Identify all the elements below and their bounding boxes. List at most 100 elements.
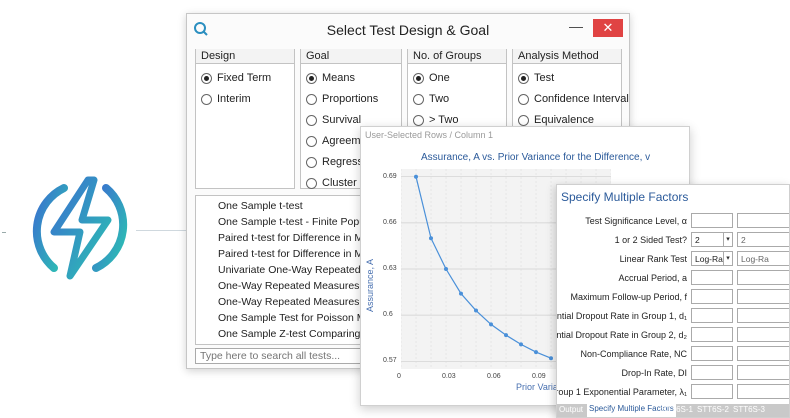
data-point [504,333,508,338]
factor-value-input[interactable] [691,308,733,323]
factor-row: Non-Compliance Rate, NC [557,346,789,364]
connector-line [136,230,188,231]
radio-button[interactable] [413,93,424,105]
data-point [444,267,448,271]
radio-button[interactable] [306,135,317,147]
test-list[interactable]: One Sample t-test One Sample t-test - Fin… [195,195,371,345]
analysis-option[interactable]: Confidence Interval [518,93,629,105]
factor-label: Exponential Dropout Rate in Group 1, d₁ [556,311,687,321]
factor-row: Drop-In Rate, DI [557,365,789,383]
factor-value-input-2[interactable]: Log-Ra [737,251,789,266]
factor-value-input-2[interactable] [737,327,789,342]
factor-value-input-2[interactable] [737,384,789,399]
test-list-item[interactable]: Paired t-test for Difference in Means [218,232,371,244]
test-list-item[interactable]: One Sample t-test - Finite Populatio [218,216,371,228]
design-option[interactable]: Fixed Term [201,72,271,84]
radio-button[interactable] [306,93,317,105]
y-tick-label: 0.57 [383,357,397,365]
specify-multiple-factors-panel: Specify Multiple Factors Test Significan… [556,184,790,418]
factor-row: Accrual Period, a [557,270,789,288]
factor-value-input-2[interactable] [737,213,789,228]
factor-row: Maximum Follow-up Period, f [557,289,789,307]
x-tick-label: 0.06 [487,373,501,380]
chart-title: Assurance, A vs. Prior Variance for the … [421,152,651,163]
factor-value-input[interactable] [691,289,733,304]
app-search-icon [194,22,208,36]
close-button[interactable]: ✕ [593,19,623,37]
groups-option[interactable]: One [413,72,450,84]
radio-button[interactable] [306,114,317,126]
goal-option[interactable]: Means [306,72,355,84]
chevron-down-icon[interactable]: ▾ [723,251,733,266]
factor-value-input-2[interactable] [737,289,789,304]
factor-value-input-2[interactable] [737,270,789,285]
radio-button[interactable] [518,114,529,126]
factor-label: Linear Rank Test [619,254,687,264]
goal-option[interactable]: Proportions [306,93,378,105]
option-label: Proportions [322,93,379,105]
factor-value-input-2[interactable] [737,365,789,380]
radio-button[interactable] [413,72,424,84]
factor-value-input[interactable]: Log-Ran [691,251,733,266]
series-line [415,176,552,359]
x-tick-label: 0.09 [532,373,546,380]
groups-option[interactable]: Two [413,93,449,105]
test-list-item[interactable]: Paired t-test for Difference in Means [218,248,371,260]
option-label: Fixed Term [217,72,272,84]
factor-value-input[interactable] [691,384,733,399]
goal-title: Goal [301,49,401,64]
factor-value-input-2[interactable] [737,308,789,323]
factor-value-input[interactable] [691,365,733,380]
option-label: Equivalence [534,114,594,126]
factor-row: Exponential Dropout Rate in Group 2, d₂ [557,327,789,345]
factor-label: 1 or 2 Sided Test? [614,235,687,245]
factor-value-input-2[interactable] [737,346,789,361]
factor-value-input[interactable] [691,213,733,228]
test-list-item[interactable]: One Sample Test for Poisson Mean F [218,312,370,324]
radio-button[interactable] [201,93,212,105]
chevron-down-icon[interactable]: ▾ [723,232,733,247]
radio-button[interactable] [518,72,529,84]
test-list-item[interactable]: One-Way Repeated Measures ANOV [218,296,370,308]
factor-label: Group 1 Exponential Parameter, λ₁ [556,387,687,397]
option-label: One [429,72,450,84]
factor-value-input[interactable] [691,327,733,342]
tab-item[interactable]: Output [559,405,584,414]
factor-label: Drop-In Rate, DI [621,368,687,378]
tab-item[interactable]: STT6S-2 [697,405,730,414]
search-input[interactable] [195,348,371,364]
minimize-button[interactable]: — [569,18,583,34]
analysis-option[interactable]: Test [518,72,554,84]
data-point [549,356,553,361]
radio-button[interactable] [306,72,317,84]
factor-value-input[interactable] [691,270,733,285]
option-label: Survival [322,114,362,126]
radio-button[interactable] [413,114,424,126]
radio-button[interactable] [306,156,317,168]
factor-value-input[interactable] [691,346,733,361]
design-option[interactable]: Interim [201,93,251,105]
goal-option[interactable]: Survival [306,114,361,126]
factor-label: Non-Compliance Rate, NC [580,349,687,359]
test-list-item[interactable]: Univariate One-Way Repeated Meas [218,264,370,276]
data-point [459,291,463,296]
option-label: Test [534,72,555,84]
test-list-item[interactable]: One Sample Z-test Comparing a Me [218,328,371,340]
factor-value-input-2[interactable]: 2 [737,232,789,247]
tab-item[interactable]: STT6S-3 [733,405,766,414]
factor-row: 1 or 2 Sided Test? 2 2 ▾ [557,232,789,250]
y-axis-label: Assurance, A [365,258,375,312]
test-list-item[interactable]: One Sample t-test [218,200,303,212]
radio-button[interactable] [518,93,529,105]
tab-item[interactable]: Specify Multiple Factors [587,404,676,417]
groups-option[interactable]: > Two [413,114,458,126]
factor-label: Test Significance Level, α [585,216,687,226]
analysis-option[interactable]: Equivalence [518,114,594,126]
test-list-item[interactable]: One-Way Repeated Measures Contr [218,280,370,292]
dialog-title: Select Test Design & Goal [326,22,490,38]
tab-item[interactable]: STT6S-1 [661,405,694,414]
y-tick-label: 0.69 [383,172,397,180]
radio-button[interactable] [201,72,212,84]
radio-button[interactable] [306,177,317,189]
y-tick-label: 0.6 [383,311,393,319]
